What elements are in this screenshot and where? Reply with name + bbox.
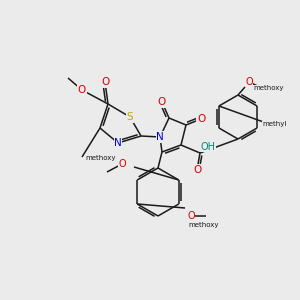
Text: methoxy: methoxy — [189, 222, 219, 228]
Text: methoxy: methoxy — [86, 155, 116, 161]
Text: O: O — [197, 114, 205, 124]
Text: O: O — [193, 165, 201, 175]
Text: N: N — [114, 138, 122, 148]
Text: O: O — [187, 211, 195, 221]
Text: OH: OH — [200, 142, 215, 152]
Text: O: O — [118, 159, 126, 169]
Text: methoxy: methoxy — [254, 85, 284, 91]
Text: O: O — [101, 77, 109, 87]
Text: methyl: methyl — [263, 121, 287, 127]
Text: S: S — [127, 112, 133, 122]
Text: N: N — [156, 132, 164, 142]
Text: O: O — [245, 77, 253, 87]
Text: O: O — [158, 97, 166, 107]
Text: O: O — [78, 85, 86, 95]
